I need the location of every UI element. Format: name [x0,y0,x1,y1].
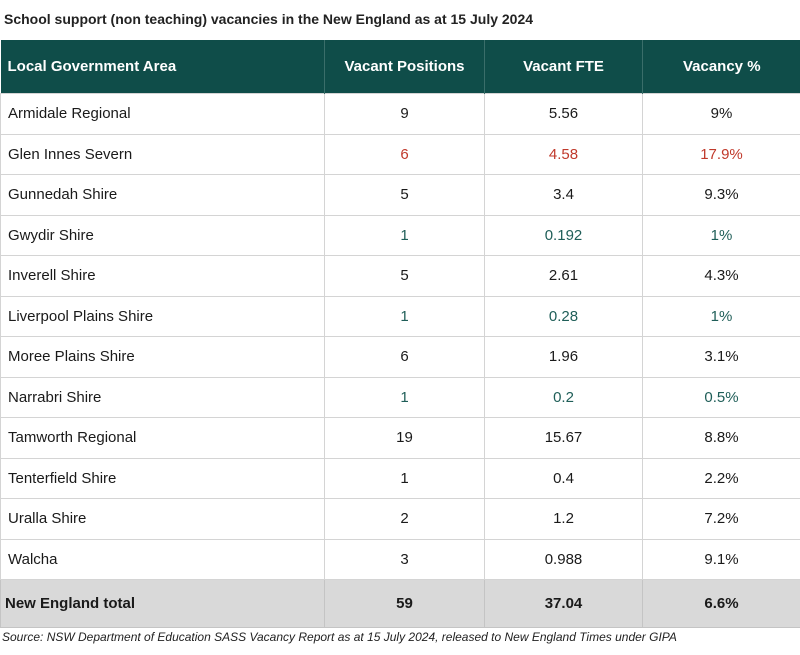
row-vacancy-percent: 8.8% [642,417,800,459]
row-vacancy-percent: 3.1% [642,336,800,378]
vacancy-table: Local Government Area Vacant Positions V… [0,40,800,628]
total-fte: 37.04 [484,579,643,628]
row-vacant-positions: 2 [324,498,485,540]
row-vacant-fte: 5.56 [484,93,643,135]
header-vacant-positions: Vacant Positions [324,40,485,94]
row-area: Tamworth Regional [0,417,325,459]
table-row: Liverpool Plains Shire 1 0.28 1% [0,295,800,337]
row-area: Glen Innes Severn [0,133,325,175]
row-area: Uralla Shire [0,498,325,540]
source-note: Source: NSW Department of Education SASS… [2,630,677,644]
row-vacant-fte: 0.192 [484,214,643,256]
table-row: Walcha 3 0.988 9.1% [0,538,800,580]
total-row: New England total 59 37.04 6.6% [0,579,800,628]
row-vacant-fte: 1.2 [484,498,643,540]
table-title: School support (non teaching) vacancies … [4,11,534,27]
row-area: Armidale Regional [0,93,325,135]
row-vacancy-percent: 9% [642,93,800,135]
row-vacant-fte: 15.67 [484,417,643,459]
row-area: Liverpool Plains Shire [0,295,325,337]
row-vacant-positions: 6 [324,336,485,378]
table-row: Gwydir Shire 1 0.192 1% [0,214,800,256]
total-vacancy-percent: 6.6% [642,579,800,628]
row-area: Walcha [0,538,325,580]
table-row: Gunnedah Shire 5 3.4 9.3% [0,174,800,216]
table-row: Narrabri Shire 1 0.2 0.5% [0,376,800,418]
row-vacancy-percent: 9.1% [642,538,800,580]
row-vacant-fte: 3.4 [484,174,643,216]
table-row: Tenterfield Shire 1 0.4 2.2% [0,457,800,499]
row-vacancy-percent: 17.9% [642,133,800,175]
row-vacant-positions: 1 [324,376,485,418]
row-vacant-positions: 1 [324,214,485,256]
header-vacant-fte: Vacant FTE [484,40,643,94]
table-row: Inverell Shire 5 2.61 4.3% [0,255,800,297]
row-vacancy-percent: 1% [642,295,800,337]
row-vacancy-percent: 7.2% [642,498,800,540]
table-body: Armidale Regional 9 5.56 9% Glen Innes Sever… [0,93,800,580]
row-vacant-fte: 0.988 [484,538,643,580]
header-local-government-area: Local Government Area [0,40,325,94]
row-area: Tenterfield Shire [0,457,325,499]
row-area: Moree Plains Shire [0,336,325,378]
row-vacant-fte: 0.2 [484,376,643,418]
row-vacancy-percent: 2.2% [642,457,800,499]
table-header: Local Government Area Vacant Positions V… [0,40,800,94]
row-vacant-positions: 19 [324,417,485,459]
row-vacant-fte: 1.96 [484,336,643,378]
row-vacancy-percent: 4.3% [642,255,800,297]
table-row: Tamworth Regional 19 15.67 8.8% [0,417,800,459]
row-vacant-positions: 5 [324,255,485,297]
row-area: Gunnedah Shire [0,174,325,216]
row-vacancy-percent: 0.5% [642,376,800,418]
row-vacant-positions: 3 [324,538,485,580]
table-row: Glen Innes Severn 6 4.58 17.9% [0,133,800,175]
row-area: Inverell Shire [0,255,325,297]
row-vacant-positions: 6 [324,133,485,175]
row-vacancy-percent: 9.3% [642,174,800,216]
row-vacancy-percent: 1% [642,214,800,256]
row-vacant-positions: 1 [324,295,485,337]
header-vacancy-percent: Vacancy % [642,40,800,94]
total-area: New England total [0,579,325,628]
row-vacant-positions: 9 [324,93,485,135]
table-row: Moree Plains Shire 6 1.96 3.1% [0,336,800,378]
row-vacant-fte: 4.58 [484,133,643,175]
row-vacant-positions: 1 [324,457,485,499]
table-footer: New England total 59 37.04 6.6% [0,579,800,628]
row-vacant-fte: 0.4 [484,457,643,499]
row-vacant-fte: 0.28 [484,295,643,337]
row-vacant-fte: 2.61 [484,255,643,297]
row-area: Gwydir Shire [0,214,325,256]
row-area: Narrabri Shire [0,376,325,418]
header-row: Local Government Area Vacant Positions V… [0,40,800,94]
total-positions: 59 [324,579,485,628]
row-vacant-positions: 5 [324,174,485,216]
table-row: Armidale Regional 9 5.56 9% [0,93,800,135]
table-row: Uralla Shire 2 1.2 7.2% [0,498,800,540]
